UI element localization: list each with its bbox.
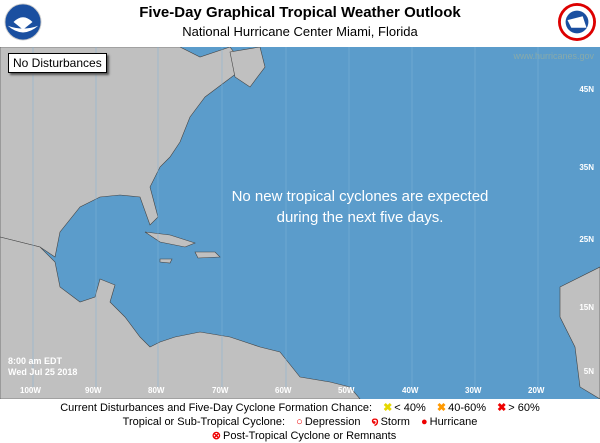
issued-time-text: 8:00 am EDT <box>8 356 63 366</box>
depression-icon: ○ <box>296 416 303 428</box>
africa <box>559 266 600 399</box>
lat-label: 15N <box>579 303 594 312</box>
legend-row-post-tropical: ⊗ Post-Tropical Cyclone or Remnants <box>0 429 600 442</box>
map <box>0 47 600 399</box>
lon-label: 50W <box>338 386 355 395</box>
storm-icon: ໑ <box>371 416 379 428</box>
legend-hurricane: Hurricane <box>429 416 478 428</box>
hispaniola <box>194 251 221 259</box>
noaa-logo <box>4 3 42 41</box>
status-box: No Disturbances <box>8 53 107 73</box>
legend-post-tropical: Post-Tropical Cyclone or Remnants <box>223 430 397 442</box>
issued-time: 8:00 am EDT Wed Jul 25 2018 <box>8 356 77 378</box>
outlook-message: No new tropical cyclones are expected du… <box>200 186 520 228</box>
page-title: Five-Day Graphical Tropical Weather Outl… <box>139 4 461 21</box>
lat-label: 35N <box>579 163 594 172</box>
lon-label: 60W <box>275 386 292 395</box>
newfoundland-labrador <box>229 47 266 88</box>
x-low-icon: ✖ <box>383 402 393 414</box>
lon-label: 20W <box>528 386 545 395</box>
lon-label: 30W <box>465 386 482 395</box>
legend-row-formation: Current Disturbances and Five-Day Cyclon… <box>0 401 600 414</box>
legend-low: < 40% <box>394 402 426 414</box>
lon-label: 70W <box>212 386 229 395</box>
lat-label: 5N <box>583 367 594 376</box>
post-tropical-icon: ⊗ <box>211 430 221 442</box>
lon-label: 90W <box>85 386 102 395</box>
message-line-1: No new tropical cyclones are expected <box>231 188 489 205</box>
legend-row-cyclone: Tropical or Sub-Tropical Cyclone: ○ Depre… <box>0 415 600 428</box>
legend-depression: Depression <box>304 416 361 428</box>
lon-label: 40W <box>402 386 419 395</box>
land <box>0 47 600 399</box>
legend-high: > 60% <box>508 402 540 414</box>
lon-label: 80W <box>148 386 165 395</box>
nws-logo <box>558 3 596 41</box>
lat-label: 45N <box>579 85 594 94</box>
message-line-2: during the next five days. <box>276 209 444 226</box>
lon-label: 100W <box>20 386 41 395</box>
issued-date-text: Wed Jul 25 2018 <box>8 367 78 377</box>
central-south-america <box>0 236 361 399</box>
website-label: www.hurricanes.gov <box>513 51 594 61</box>
lat-label: 25N <box>579 235 594 244</box>
legend-label: Tropical or Sub-Tropical Cyclone: <box>122 416 286 428</box>
legend-label: Current Disturbances and Five-Day Cyclon… <box>60 402 373 414</box>
legend-storm: Storm <box>380 416 410 428</box>
cuba <box>144 231 196 248</box>
page-subtitle: National Hurricane Center Miami, Florida <box>182 24 418 39</box>
legend-medium: 40-60% <box>448 402 486 414</box>
graticule <box>32 47 539 387</box>
hurricane-icon: ● <box>420 416 428 428</box>
x-high-icon: ✖ <box>497 402 507 414</box>
jamaica <box>159 258 173 264</box>
x-medium-icon: ✖ <box>436 402 447 414</box>
